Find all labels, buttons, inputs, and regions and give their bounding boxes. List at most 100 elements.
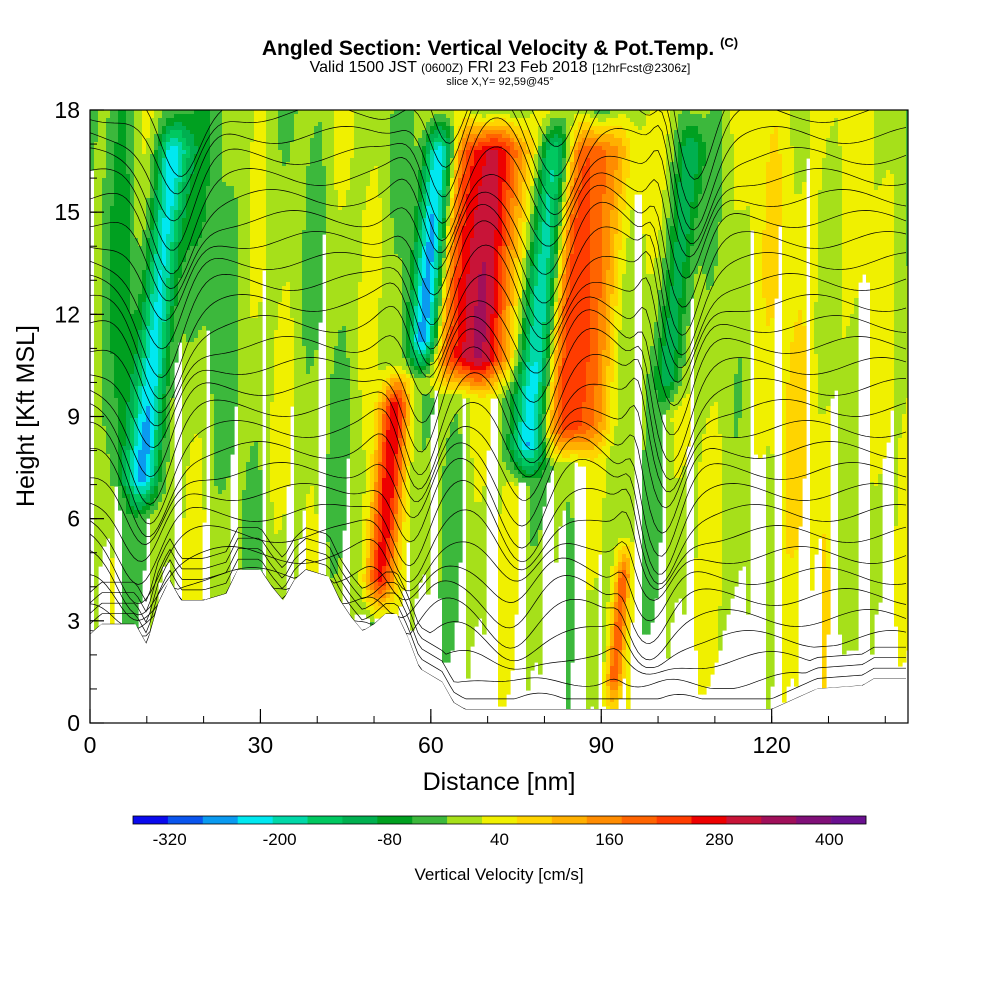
field-cell — [382, 414, 387, 443]
field-cell — [282, 110, 287, 167]
field-cell — [122, 486, 127, 499]
field-cell — [414, 206, 419, 243]
field-cell — [454, 366, 459, 371]
field-cell — [174, 114, 179, 123]
field-cell — [170, 206, 175, 243]
field-cell — [222, 490, 227, 607]
field-cell — [574, 218, 579, 431]
field-cell — [122, 110, 127, 447]
field-cell — [166, 142, 171, 151]
field-cell — [558, 202, 563, 227]
field-cell — [142, 330, 147, 359]
field-cell — [766, 110, 771, 163]
field-cell — [194, 434, 199, 631]
field-cell — [622, 114, 627, 131]
field-cell — [146, 490, 151, 495]
field-cell — [558, 442, 563, 451]
field-cell — [146, 110, 151, 139]
field-cell — [582, 166, 587, 403]
field-cell — [150, 330, 155, 451]
field-cell — [514, 430, 519, 451]
field-cell — [94, 110, 99, 143]
field-cell — [590, 450, 595, 463]
field-cell — [878, 110, 883, 187]
field-cell — [138, 486, 143, 495]
field-cell — [406, 374, 411, 379]
field-cell — [534, 254, 539, 287]
field-cell — [606, 270, 611, 367]
colorbar-swatch — [726, 816, 762, 824]
field-cell — [150, 450, 155, 479]
field-cell — [586, 114, 591, 123]
field-cell — [138, 482, 143, 487]
field-cell — [570, 110, 575, 127]
field-cell — [170, 342, 175, 399]
field-cell — [410, 250, 415, 291]
field-cell — [854, 298, 859, 651]
field-cell — [566, 438, 571, 443]
field-cell — [182, 110, 187, 115]
field-cell — [830, 110, 835, 127]
field-cell — [390, 558, 395, 583]
field-cell — [126, 494, 131, 515]
field-cell — [518, 118, 523, 127]
field-cell — [614, 126, 619, 139]
field-cell — [614, 118, 619, 127]
field-cell — [186, 110, 191, 115]
field-cell — [506, 110, 511, 115]
field-cell — [170, 146, 175, 207]
field-cell — [466, 150, 471, 195]
field-cell — [594, 110, 599, 115]
terrain — [90, 569, 908, 723]
field-cell — [402, 390, 407, 403]
field-cell — [122, 498, 127, 655]
field-cell — [626, 558, 631, 575]
field-cell — [310, 366, 315, 487]
field-cell — [506, 450, 511, 471]
field-cell — [490, 134, 495, 139]
field-cell — [374, 602, 379, 611]
field-cell — [638, 130, 643, 195]
isentrope-line — [90, 244, 907, 378]
field-cell — [446, 110, 451, 119]
field-cell — [274, 330, 279, 535]
field-cell — [658, 290, 663, 339]
field-cell — [554, 302, 559, 327]
colorbar-swatch — [342, 816, 378, 824]
field-cell — [422, 146, 427, 167]
field-cell — [186, 342, 191, 467]
field-cell — [386, 430, 391, 539]
field-cell — [134, 494, 139, 503]
field-cell — [662, 386, 667, 403]
field-cell — [610, 646, 615, 667]
field-cell — [462, 390, 467, 399]
field-cell — [686, 138, 691, 235]
field-cell — [486, 114, 491, 123]
field-cell — [502, 246, 507, 311]
field-cell — [526, 386, 531, 443]
field-cell — [418, 202, 423, 231]
field-cell — [286, 110, 291, 163]
field-cell — [498, 142, 503, 147]
field-cell — [630, 210, 635, 543]
field-cell — [446, 126, 451, 139]
field-cell — [594, 446, 599, 459]
isentrope-line — [90, 372, 907, 505]
field-cell — [458, 278, 463, 363]
field-cell — [858, 110, 863, 283]
field-cell — [430, 302, 435, 327]
field-cell — [470, 134, 475, 143]
field-cell — [134, 518, 139, 631]
field-cell — [390, 590, 395, 603]
field-cell — [478, 358, 483, 367]
field-cell — [502, 114, 507, 119]
colorbar-swatch — [237, 816, 273, 824]
field-cell — [566, 202, 571, 231]
field-cell — [438, 266, 443, 287]
field-cell — [170, 274, 175, 307]
field-cell — [662, 346, 667, 387]
field-cell — [498, 110, 503, 115]
colorbar-swatch — [133, 816, 169, 824]
field-cell — [390, 110, 395, 115]
chart-subtitle: Valid 1500 JST (0600Z) FRI 23 Feb 2018 [… — [0, 59, 1000, 77]
